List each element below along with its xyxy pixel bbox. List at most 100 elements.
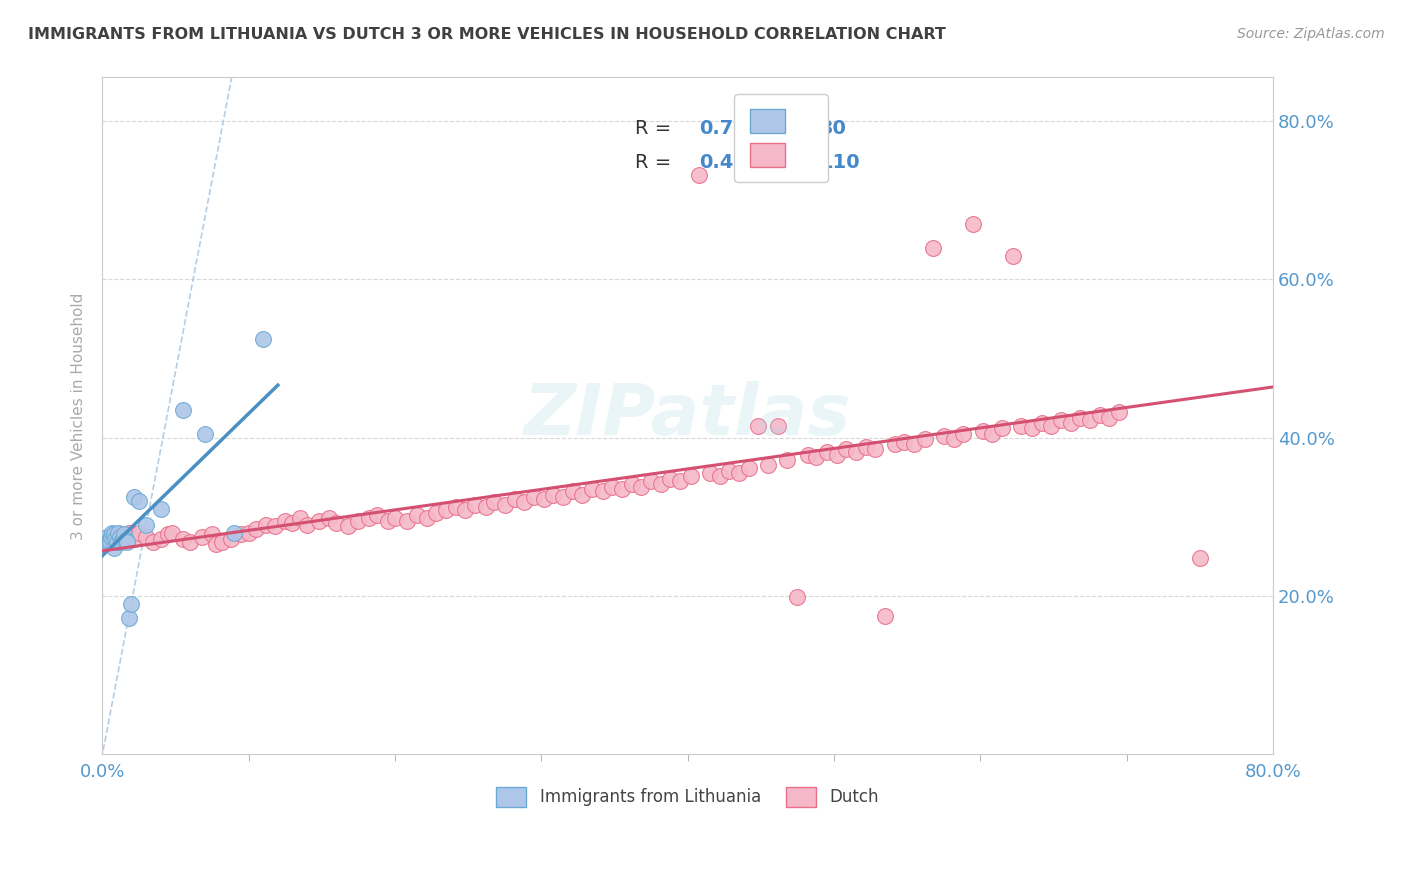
Point [135,517,157,532]
Point [252,332,274,346]
Point [111,532,134,546]
Point [1010,418,1032,433]
Point [884,437,907,451]
Point [162,525,184,540]
Point [425,506,447,520]
Point [943,432,966,446]
Point [172,532,194,546]
Point [962,217,984,231]
Point [600,480,623,494]
Point [541,487,564,501]
Point [727,467,749,481]
Point [806,450,828,465]
Point [659,472,682,486]
Point [446,500,468,515]
Text: 0.773: 0.773 [699,119,761,137]
Point [238,525,260,540]
Text: Source: ZipAtlas.com: Source: ZipAtlas.com [1237,27,1385,41]
Point [318,511,340,525]
Point [1098,410,1121,425]
Point [108,527,131,541]
Point [738,460,761,475]
Point [101,525,124,540]
Point [553,490,575,504]
Point [523,490,546,504]
Point [295,517,318,532]
Point [571,487,593,501]
Point [121,597,143,611]
Point [699,467,721,481]
Point [454,503,477,517]
Point [325,516,347,530]
Point [991,421,1014,435]
Point [416,511,439,525]
Point [1021,421,1043,435]
Point [863,442,886,457]
Point [756,458,779,473]
Point [264,519,287,533]
Text: N =: N = [769,119,813,137]
Point [135,529,157,543]
Point [308,514,330,528]
Point [124,532,146,546]
Point [1031,417,1053,431]
Point [875,608,897,623]
Point [96,529,118,543]
Text: IMMIGRANTS FROM LITHUANIA VS DUTCH 3 OR MORE VEHICLES IN HOUSEHOLD CORRELATION C: IMMIGRANTS FROM LITHUANIA VS DUTCH 3 OR … [28,27,946,42]
Point [93,533,115,548]
Point [179,535,201,549]
Point [932,429,955,443]
Point [103,541,125,556]
Point [97,535,120,549]
Point [107,525,129,540]
Point [366,508,388,523]
Point [104,532,127,546]
Point [1049,413,1071,427]
Point [776,452,799,467]
Point [709,468,731,483]
Point [503,492,526,507]
Point [201,527,224,541]
Point [149,532,172,546]
Point [562,484,585,499]
Point [211,535,233,549]
Point [377,514,399,528]
Point [533,492,555,507]
Point [96,533,118,548]
Point [128,494,150,508]
Legend: Immigrants from Lithuania, Dutch: Immigrants from Lithuania, Dutch [489,780,886,814]
Point [1090,409,1112,423]
Point [114,533,136,548]
Point [98,535,121,549]
Point [288,511,311,525]
Point [98,529,121,543]
Point [219,532,242,546]
Point [512,495,534,509]
Text: 0.415: 0.415 [699,153,761,171]
Point [194,426,217,441]
Point [1039,418,1062,433]
Point [1060,417,1083,431]
Point [845,445,868,459]
Point [650,476,672,491]
Point [1078,413,1101,427]
Point [903,437,925,451]
Point [581,482,603,496]
Point [679,468,702,483]
Point [337,519,360,533]
Text: R =: R = [636,119,678,137]
Point [108,529,131,543]
Point [669,474,692,488]
Point [128,525,150,540]
Point [245,522,267,536]
Point [952,426,974,441]
Point [621,476,644,491]
Point [972,424,994,438]
Point [434,503,457,517]
Y-axis label: 3 or more Vehicles in Household: 3 or more Vehicles in Household [72,293,86,540]
Point [254,517,277,532]
Point [222,525,245,540]
Text: N =: N = [769,153,813,171]
Point [347,514,370,528]
Text: 110: 110 [820,153,860,171]
